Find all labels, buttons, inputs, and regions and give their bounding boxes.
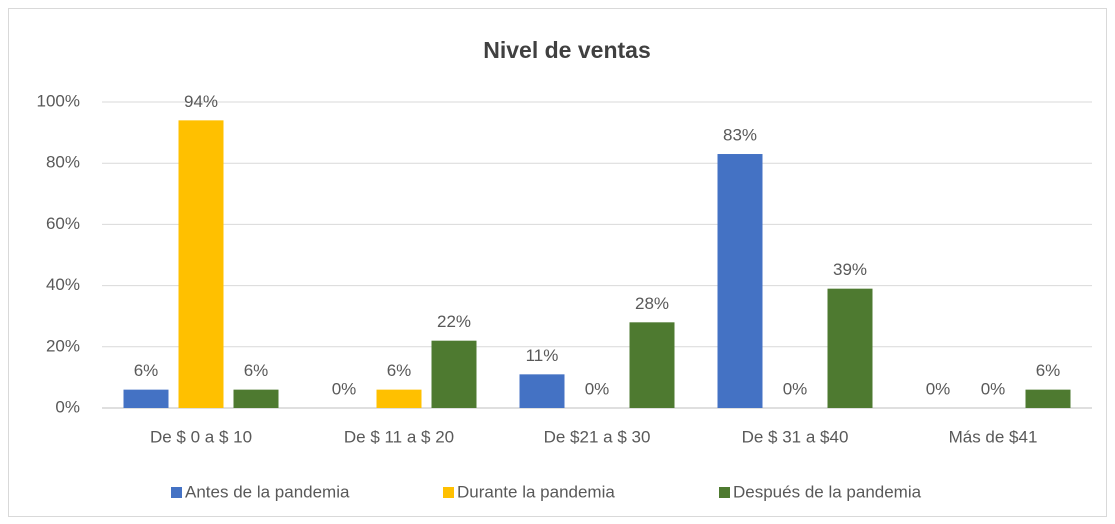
- data-label: 6%: [244, 361, 269, 380]
- y-tick-label: 40%: [46, 275, 80, 294]
- bar: [178, 120, 224, 409]
- data-label: 0%: [926, 379, 951, 398]
- y-tick-label: 0%: [55, 397, 80, 416]
- data-label: 6%: [134, 361, 159, 380]
- bar: [123, 389, 169, 408]
- x-tick-label: De $ 31 a $40: [742, 427, 849, 446]
- x-tick-label: De $ 11 a $ 20: [344, 427, 454, 446]
- bar: [519, 374, 565, 408]
- legend-label: Después de la pandemia: [733, 482, 922, 501]
- data-label: 0%: [585, 379, 610, 398]
- bar: [717, 154, 763, 408]
- data-label: 94%: [184, 92, 218, 111]
- chart-title: Nivel de ventas: [483, 37, 650, 63]
- data-label: 6%: [387, 361, 412, 380]
- legend-swatch: [443, 487, 454, 498]
- bar: [1025, 389, 1071, 408]
- legend-label: Antes de la pandemia: [185, 482, 350, 501]
- x-tick-label: De $ 0 a $ 10: [150, 427, 252, 446]
- data-label: 83%: [723, 126, 757, 145]
- data-label: 11%: [526, 346, 559, 365]
- y-tick-label: 80%: [46, 153, 80, 172]
- y-tick-label: 20%: [46, 336, 80, 355]
- data-label: 39%: [833, 260, 867, 279]
- bar: [827, 288, 873, 408]
- data-label: 6%: [1036, 361, 1061, 380]
- data-label: 22%: [437, 312, 471, 331]
- legend-swatch: [171, 487, 182, 498]
- data-label: 0%: [332, 379, 357, 398]
- data-label: 0%: [981, 379, 1006, 398]
- x-tick-label: Más de $41: [949, 427, 1038, 446]
- legend-swatch: [719, 487, 730, 498]
- bar: [629, 322, 675, 408]
- bar: [376, 389, 422, 408]
- legend-label: Durante la pandemia: [457, 482, 615, 501]
- data-label: 0%: [783, 379, 808, 398]
- data-label: 28%: [635, 294, 669, 313]
- bar: [431, 340, 477, 408]
- y-tick-label: 100%: [37, 91, 80, 110]
- y-tick-label: 60%: [46, 214, 80, 233]
- x-tick-label: De $21 a $ 30: [544, 427, 651, 446]
- bar: [233, 389, 279, 408]
